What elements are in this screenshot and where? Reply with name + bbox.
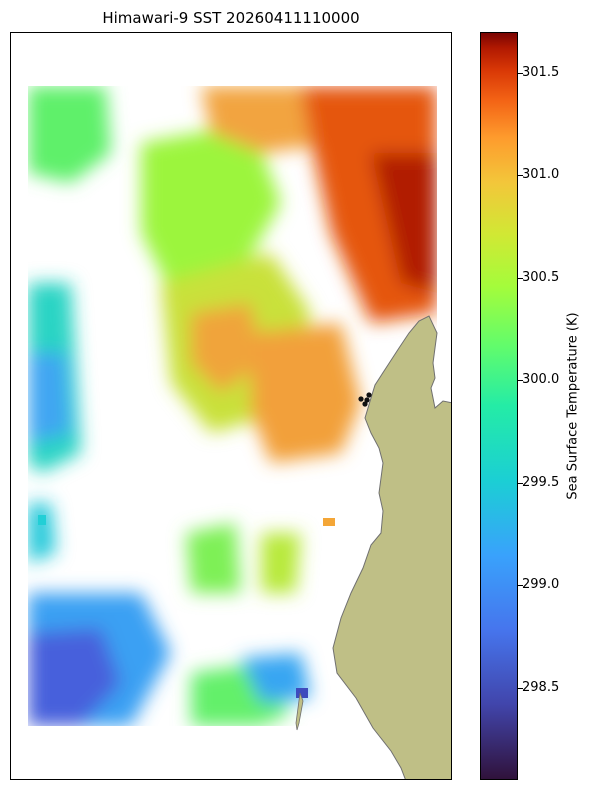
colorbar-tick-mark [518, 277, 523, 279]
station-marker [358, 396, 364, 402]
small-islet [295, 692, 304, 731]
colorbar-tick-label: 299.5 [522, 474, 560, 490]
colorbar [480, 32, 518, 780]
colorbar-tick-mark [518, 72, 523, 74]
sst-speck [38, 515, 46, 525]
colorbar-tick-label: 299.0 [522, 577, 560, 593]
colorbar-tick-mark [518, 175, 523, 177]
map-panel [10, 32, 452, 780]
colorbar-tick-label: 301.5 [522, 64, 560, 80]
station-markers [358, 392, 372, 407]
sst-speck [323, 518, 335, 526]
colorbar-tick-label: 298.5 [522, 679, 560, 695]
sst-map [28, 86, 451, 779]
colorbar-tick-label: 301.0 [522, 167, 560, 183]
land-coastline [332, 315, 451, 779]
colorbar-label: Sea Surface Temperature (K) [565, 312, 581, 500]
station-marker [362, 401, 368, 407]
colorbar-tick-label: 300.5 [522, 269, 560, 285]
map-title: Himawari-9 SST 20260411110000 [102, 9, 360, 27]
colorbar-tick-mark [518, 687, 523, 689]
colorbar-tick-mark [518, 482, 523, 484]
colorbar-tick-mark [518, 585, 523, 587]
sst-field [28, 86, 437, 726]
colorbar-tick-label: 300.0 [522, 372, 560, 388]
station-marker [366, 392, 372, 398]
sst-speck [296, 688, 308, 698]
station-marker [364, 397, 370, 403]
colorbar-tick-mark [518, 380, 523, 382]
